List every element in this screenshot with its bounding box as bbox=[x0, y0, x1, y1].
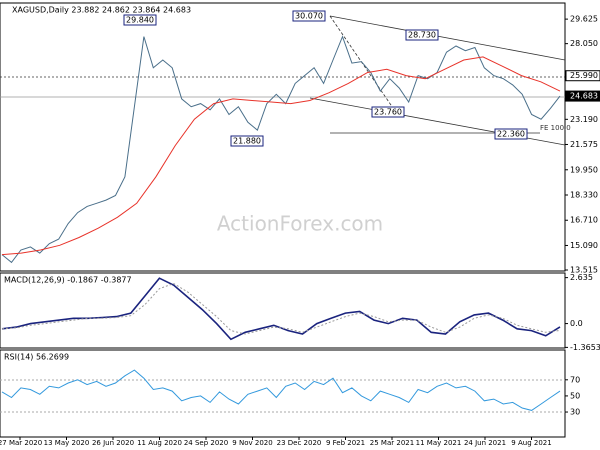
annotation: 30.070 bbox=[295, 12, 323, 21]
level-label: 25.990 bbox=[570, 71, 598, 80]
y-tick-label: 15.090 bbox=[570, 241, 598, 250]
rsi-label: RSI(14) 56.2699 bbox=[4, 353, 69, 362]
price-panel bbox=[0, 2, 566, 272]
annotation: 23.760 bbox=[374, 108, 402, 117]
level-label: 24.683 bbox=[570, 92, 598, 101]
y-tick-label: 21.575 bbox=[570, 140, 598, 149]
x-tick-label: 11 May 2021 bbox=[416, 439, 462, 447]
x-tick-label: 25 Mar 2021 bbox=[370, 439, 414, 447]
x-tick-label: 9 Nov 2020 bbox=[232, 439, 272, 447]
x-tick-label: 9 Aug 2021 bbox=[511, 439, 551, 447]
annotation: 29.840 bbox=[126, 16, 154, 25]
x-tick-label: 9 Feb 2021 bbox=[326, 439, 365, 447]
annotation-box bbox=[494, 128, 528, 140]
x-tick-label: 26 Jun 2020 bbox=[92, 439, 134, 447]
series-line bbox=[1, 369, 561, 411]
annotation-box bbox=[123, 14, 157, 26]
y-tick-label: 23.190 bbox=[570, 115, 598, 124]
series-line bbox=[1, 35, 561, 264]
x-tick-label: 13 May 2020 bbox=[44, 439, 90, 447]
y-tick-label: 50 bbox=[570, 391, 580, 400]
y-tick-label: 29.625 bbox=[570, 15, 598, 24]
annotation-box bbox=[405, 29, 439, 41]
chart-title: XAGUSD,Daily 23.882 24.862 23.864 24.683 bbox=[12, 6, 191, 15]
x-tick-label: 24 Sep 2020 bbox=[184, 439, 228, 447]
level-box bbox=[565, 90, 600, 102]
annotation: 28.730 bbox=[408, 31, 436, 40]
y-tick-label: 2.635 bbox=[570, 273, 593, 282]
y-tick-label: 28.050 bbox=[570, 39, 598, 48]
y-tick-label: 13.515 bbox=[570, 265, 598, 274]
y-tick-label: 0.0 bbox=[570, 319, 583, 328]
level-box bbox=[565, 70, 600, 82]
series-line bbox=[1, 56, 561, 256]
series-line bbox=[1, 282, 561, 335]
x-tick-label: 24 Jun 2021 bbox=[464, 439, 506, 447]
macd-label: MACD(12,26,9) -0.1867 -0.3877 bbox=[4, 276, 132, 285]
y-tick-label: 16.710 bbox=[570, 216, 598, 225]
y-tick-label: 18.330 bbox=[570, 191, 598, 200]
macd-panel bbox=[0, 272, 566, 349]
rsi-panel bbox=[0, 349, 566, 438]
x-tick-label: 27 Mar 2020 bbox=[0, 439, 42, 447]
y-tick-label: 30 bbox=[570, 408, 580, 417]
annotation: 22.360 bbox=[497, 130, 525, 139]
x-tick-label: 11 Aug 2020 bbox=[137, 439, 182, 447]
y-tick-label: -1.3653 bbox=[570, 343, 600, 352]
annotation-box bbox=[371, 106, 405, 118]
annotation: FE 100.0 bbox=[540, 124, 571, 132]
y-tick-label: 19.950 bbox=[570, 165, 598, 174]
annotation-box bbox=[230, 135, 264, 147]
x-tick-label: 23 Dec 2020 bbox=[277, 439, 322, 447]
y-tick-label: 70 bbox=[570, 375, 580, 384]
annotation: 21.880 bbox=[233, 137, 261, 146]
watermark: ActionForex.com bbox=[217, 212, 383, 236]
annotation-box bbox=[292, 10, 326, 22]
